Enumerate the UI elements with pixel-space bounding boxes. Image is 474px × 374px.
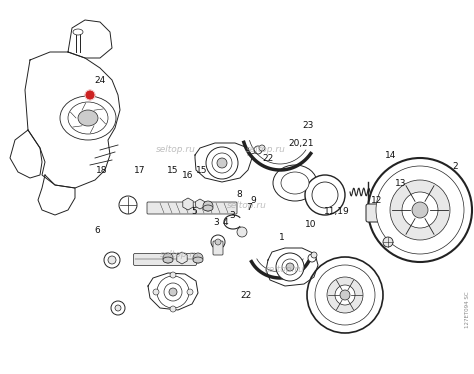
Text: 22: 22 xyxy=(241,291,252,300)
Text: 17: 17 xyxy=(134,166,146,175)
Circle shape xyxy=(119,196,137,214)
Ellipse shape xyxy=(60,96,116,140)
Text: 4: 4 xyxy=(222,218,228,227)
Circle shape xyxy=(212,153,232,173)
Circle shape xyxy=(312,182,338,208)
Polygon shape xyxy=(68,20,112,58)
Ellipse shape xyxy=(73,29,83,35)
Circle shape xyxy=(203,201,213,211)
Circle shape xyxy=(170,272,176,278)
Text: 22: 22 xyxy=(262,154,273,163)
Text: 8: 8 xyxy=(237,190,242,199)
Circle shape xyxy=(85,90,95,100)
Circle shape xyxy=(169,288,177,296)
Polygon shape xyxy=(25,52,120,188)
Text: 24: 24 xyxy=(94,76,105,85)
Text: 6: 6 xyxy=(94,226,100,234)
Circle shape xyxy=(383,237,393,247)
Text: 7: 7 xyxy=(246,203,252,212)
Text: 5: 5 xyxy=(191,207,197,216)
Circle shape xyxy=(193,253,203,263)
Text: 11,19: 11,19 xyxy=(324,207,349,216)
FancyBboxPatch shape xyxy=(134,254,197,266)
Ellipse shape xyxy=(281,172,309,194)
Circle shape xyxy=(163,253,173,263)
Text: 10: 10 xyxy=(305,220,316,229)
Circle shape xyxy=(402,192,438,228)
Text: 20,21: 20,21 xyxy=(288,140,314,148)
Circle shape xyxy=(368,158,472,262)
Text: 16: 16 xyxy=(182,171,193,180)
FancyBboxPatch shape xyxy=(147,202,237,214)
Circle shape xyxy=(157,276,189,308)
Circle shape xyxy=(305,175,345,215)
Circle shape xyxy=(215,239,221,245)
Circle shape xyxy=(308,254,316,262)
Text: 9: 9 xyxy=(251,196,256,205)
Circle shape xyxy=(376,166,464,254)
Text: 1: 1 xyxy=(279,233,285,242)
Circle shape xyxy=(115,305,121,311)
Text: seltop.ru: seltop.ru xyxy=(227,201,266,210)
Circle shape xyxy=(217,158,227,168)
Text: seltop.ru: seltop.ru xyxy=(160,250,200,259)
Circle shape xyxy=(187,289,193,295)
Circle shape xyxy=(412,202,428,218)
Circle shape xyxy=(276,253,304,281)
Ellipse shape xyxy=(163,257,173,263)
Ellipse shape xyxy=(203,205,213,211)
Ellipse shape xyxy=(193,257,203,263)
Text: 13: 13 xyxy=(395,179,406,188)
Circle shape xyxy=(307,257,383,333)
Text: 18: 18 xyxy=(96,166,108,175)
Circle shape xyxy=(108,256,116,264)
Circle shape xyxy=(335,285,355,305)
Circle shape xyxy=(311,252,317,258)
Text: seltop.ru: seltop.ru xyxy=(264,265,304,274)
Ellipse shape xyxy=(78,110,98,126)
Circle shape xyxy=(259,145,265,151)
Circle shape xyxy=(237,227,247,237)
Circle shape xyxy=(390,180,450,240)
Polygon shape xyxy=(38,175,75,215)
Circle shape xyxy=(170,306,176,312)
Circle shape xyxy=(111,301,125,315)
Polygon shape xyxy=(148,273,198,310)
Text: seltop.ru: seltop.ru xyxy=(155,145,195,154)
Circle shape xyxy=(104,252,120,268)
Circle shape xyxy=(315,265,375,325)
Polygon shape xyxy=(266,248,318,286)
Circle shape xyxy=(153,289,159,295)
Text: 14: 14 xyxy=(385,151,397,160)
Text: 15: 15 xyxy=(196,166,207,175)
Text: 15: 15 xyxy=(167,166,179,175)
Circle shape xyxy=(286,263,294,271)
Text: 127ET094 SC: 127ET094 SC xyxy=(465,292,471,328)
Ellipse shape xyxy=(273,165,317,201)
Circle shape xyxy=(327,277,363,313)
FancyBboxPatch shape xyxy=(213,241,223,255)
Text: 2: 2 xyxy=(452,162,458,171)
Circle shape xyxy=(340,290,350,300)
Text: seltop.ru: seltop.ru xyxy=(246,145,285,154)
Circle shape xyxy=(206,147,238,179)
Polygon shape xyxy=(10,130,42,178)
Circle shape xyxy=(254,146,262,154)
Polygon shape xyxy=(195,143,252,182)
Circle shape xyxy=(282,259,298,275)
Text: 3: 3 xyxy=(213,218,219,227)
FancyBboxPatch shape xyxy=(366,204,392,222)
Circle shape xyxy=(164,283,182,301)
Text: 23: 23 xyxy=(302,121,314,130)
Ellipse shape xyxy=(68,102,108,134)
Circle shape xyxy=(211,235,225,249)
Text: 12: 12 xyxy=(371,196,383,205)
Text: 3: 3 xyxy=(229,211,235,220)
